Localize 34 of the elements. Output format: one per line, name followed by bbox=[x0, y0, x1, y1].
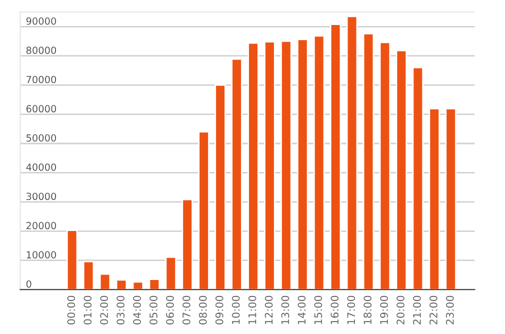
x-tick-label: 01:00 bbox=[84, 296, 92, 324]
y-tick-label: 70000 bbox=[26, 76, 56, 84]
y-tick-label: 50000 bbox=[26, 134, 56, 142]
x-tick-label: 14:00 bbox=[298, 296, 306, 324]
x-tick-label: 00:00 bbox=[67, 296, 76, 324]
y-tick-label: 10000 bbox=[26, 251, 56, 258]
x-tick-label: 20:00 bbox=[396, 296, 404, 324]
y-tick-label: 80000 bbox=[26, 46, 56, 54]
y-tick-label: 0 bbox=[26, 280, 32, 288]
y-tick-label: 60000 bbox=[26, 105, 56, 112]
x-tick-label: 23:00 bbox=[446, 296, 454, 324]
y-tick-label: 90000 bbox=[26, 17, 56, 25]
x-tick-label: 05:00 bbox=[150, 296, 158, 324]
x-tick-label: 12:00 bbox=[264, 296, 273, 324]
x-tick-label: 04:00 bbox=[133, 296, 141, 324]
x-tick-label: 19:00 bbox=[380, 296, 388, 324]
x-tick-label: 15:00 bbox=[314, 296, 322, 324]
y-tick-label: 20000 bbox=[26, 222, 56, 230]
x-tick-label: 17:00 bbox=[347, 296, 356, 324]
x-tick-label: 18:00 bbox=[364, 296, 372, 324]
x-tick-label: 10:00 bbox=[232, 296, 240, 324]
x-tick-label: 16:00 bbox=[330, 296, 339, 324]
x-tick-label: 09:00 bbox=[215, 296, 224, 324]
x-tick-label: 03:00 bbox=[116, 296, 124, 324]
y-tick-label: 40000 bbox=[26, 163, 56, 171]
x-tick-label: 08:00 bbox=[198, 296, 207, 324]
x-tick-label: 22:00 bbox=[430, 296, 438, 324]
x-tick-label: 21:00 bbox=[413, 296, 421, 324]
x-tick-label: 13:00 bbox=[281, 296, 290, 324]
x-tick-label: 02:00 bbox=[100, 296, 108, 324]
x-tick-label: 06:00 bbox=[166, 296, 174, 324]
x-tick-label: 07:00 bbox=[182, 296, 190, 324]
y-tick-label: 30000 bbox=[26, 192, 56, 200]
x-tick-label: 11:00 bbox=[248, 296, 256, 324]
